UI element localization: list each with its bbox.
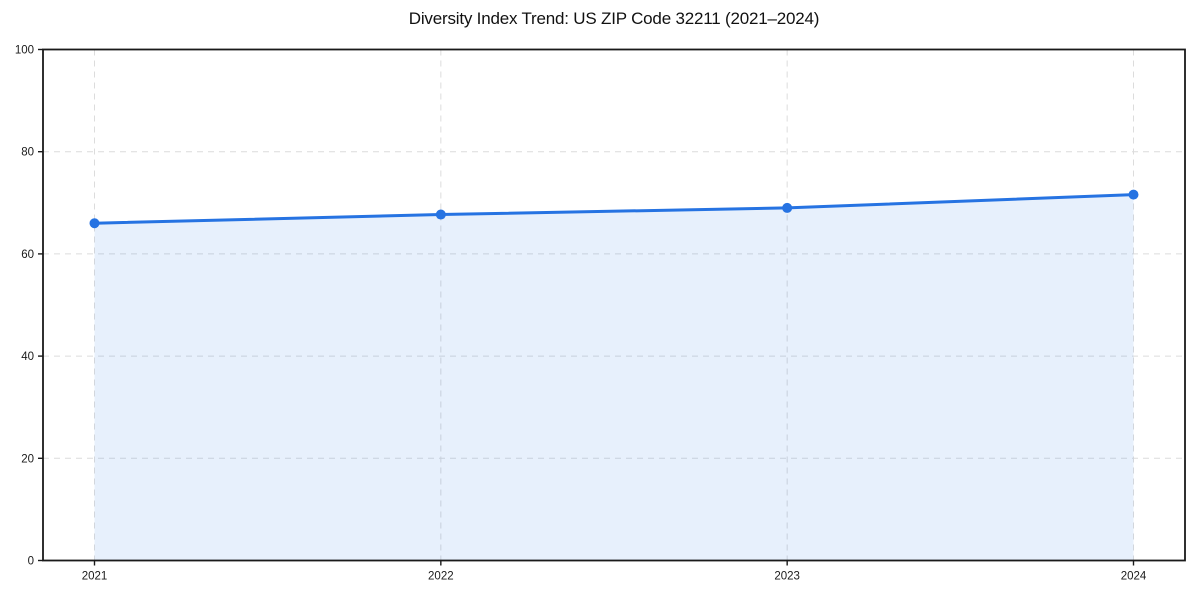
chart-title: Diversity Index Trend: US ZIP Code 32211… — [408, 9, 820, 28]
x-tick-label: 2022 — [428, 571, 454, 583]
y-tick-label: 60 — [21, 249, 34, 261]
y-tick-label: 0 — [28, 556, 34, 568]
trend-line — [93, 193, 1135, 225]
data-point — [782, 202, 793, 213]
data-point — [89, 218, 100, 229]
y-tick-label: 40 — [21, 351, 34, 363]
x-tick-label: 2024 — [1121, 571, 1147, 583]
y-tick-label: 20 — [21, 453, 34, 465]
area-fill — [94, 194, 1134, 561]
y-tick-label: 80 — [21, 147, 34, 159]
data-point — [435, 209, 446, 220]
x-tick-label: 2023 — [774, 571, 800, 583]
data-point — [1128, 189, 1139, 200]
y-tick-label: 100 — [15, 45, 34, 57]
plot-border — [42, 48, 1186, 562]
x-tick-label: 2021 — [82, 571, 108, 583]
